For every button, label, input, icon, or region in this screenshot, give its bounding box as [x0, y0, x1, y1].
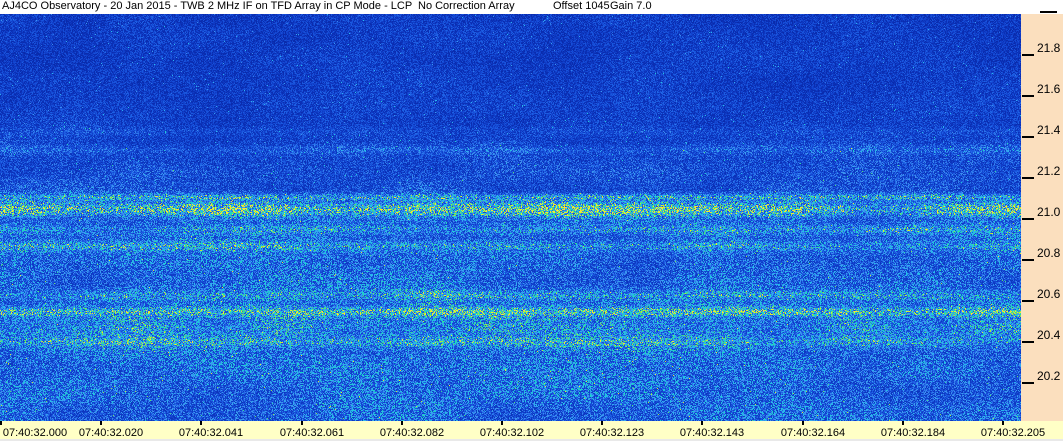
freq-tick-mark: [1022, 218, 1034, 220]
freq-tick-label: 21.4: [1037, 123, 1061, 137]
correction-status: No Correction Array: [418, 0, 515, 12]
time-tick-label: 07:40:32.041: [178, 427, 244, 439]
freq-tick-mark: [1022, 300, 1034, 302]
time-axis: 07:40:32.000 07:40:32.020 07:40:32.041 07:4…: [0, 421, 1063, 441]
time-tick-mark: [0, 421, 2, 425]
freq-tick-label: 21.2: [1037, 164, 1061, 178]
time-tick-mark: [1002, 421, 1004, 425]
freq-tick-mark: [1022, 382, 1034, 384]
freq-tick-label: 21.6: [1037, 82, 1061, 96]
time-tick-label: 07:40:32.164: [780, 427, 846, 439]
freq-tick-label: 21.8: [1037, 41, 1061, 55]
freq-tick-mark: [1022, 95, 1034, 97]
time-tick-mark: [400, 421, 403, 425]
time-tick-mark: [601, 421, 604, 425]
freq-tick-mark: [1022, 136, 1034, 138]
freq-tick-mark: [1022, 259, 1034, 261]
time-tick-mark: [901, 421, 904, 425]
time-tick-label: 07:40:32.061: [279, 427, 345, 439]
freq-tick-label: 20.4: [1037, 328, 1061, 342]
time-tick-mark: [200, 421, 203, 425]
y-axis-top-tick: [1040, 11, 1057, 13]
freq-tick-label: 20.2: [1037, 369, 1061, 383]
spectrogram-canvas: [0, 14, 1021, 421]
freq-tick-mark: [1022, 54, 1034, 56]
header-bar: AJ4CO Observatory - 20 Jan 2015 - TWB 2 …: [0, 0, 1063, 14]
time-tick-mark: [501, 421, 503, 425]
freq-tick-label: 21.0: [1037, 205, 1061, 219]
time-tick-label: 07:40:32.205: [980, 427, 1046, 439]
time-tick-mark: [300, 421, 303, 425]
frequency-axis: 21.8 21.6 21.4 21.2 21.0 20.8 20.6 20.4 20.2: [1021, 14, 1063, 421]
time-tick-mark: [100, 421, 103, 425]
freq-tick-label: 20.6: [1037, 287, 1061, 301]
time-tick-label: 07:40:32.123: [579, 427, 645, 439]
gain-value: Gain 7.0: [610, 0, 652, 12]
time-tick-mark: [801, 421, 804, 425]
time-tick-label: 07:40:32.000: [2, 427, 68, 439]
time-tick-label: 07:40:32.020: [78, 427, 144, 439]
window-bottom-border: [0, 439, 1063, 441]
observatory-title: AJ4CO Observatory - 20 Jan 2015 - TWB 2 …: [2, 0, 413, 12]
time-tick-label: 07:40:32.143: [679, 427, 745, 439]
freq-tick-mark: [1022, 177, 1034, 179]
freq-tick-label: 20.8: [1037, 246, 1061, 260]
time-tick-label: 07:40:32.082: [379, 427, 445, 439]
time-tick-label: 07:40:32.184: [880, 427, 946, 439]
freq-tick-mark: [1022, 341, 1034, 343]
offset-value: Offset 1045: [553, 0, 610, 12]
time-tick-mark: [701, 421, 704, 425]
time-tick-label: 07:40:32.102: [479, 427, 545, 439]
